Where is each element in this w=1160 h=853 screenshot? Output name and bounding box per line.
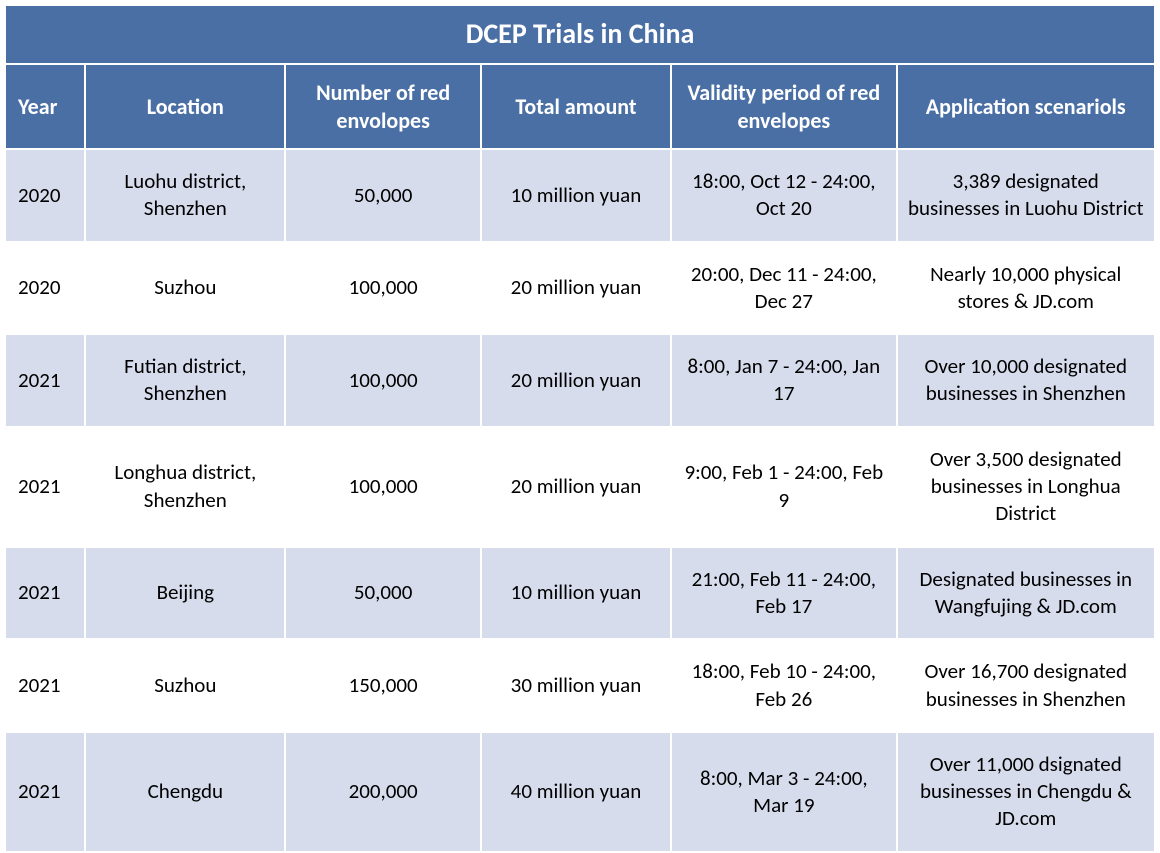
cell-year: 2021 <box>5 427 85 547</box>
cell-envelopes: 50,000 <box>285 547 480 640</box>
cell-validity: 21:00, Feb 11 - 24:00, Feb 17 <box>671 547 896 640</box>
cell-year: 2020 <box>5 242 85 335</box>
cell-scenarios: Designated businesses in Wangfujing & JD… <box>897 547 1155 640</box>
table-header-row: Year Location Number of red envolopes To… <box>5 64 1155 149</box>
cell-location: Longhua district, Shenzhen <box>85 427 285 547</box>
cell-location: Beijing <box>85 547 285 640</box>
table-title: DCEP Trials in China <box>5 5 1155 64</box>
col-header-envelopes: Number of red envolopes <box>285 64 480 149</box>
cell-year: 2021 <box>5 334 85 427</box>
cell-location: Suzhou <box>85 242 285 335</box>
col-header-scenarios: Application scenariols <box>897 64 1155 149</box>
cell-location: Suzhou <box>85 639 285 732</box>
cell-envelopes: 200,000 <box>285 732 480 852</box>
cell-amount: 30 million yuan <box>481 639 671 732</box>
table-body: 2020 Luohu district, Shenzhen 50,000 10 … <box>5 149 1155 852</box>
cell-validity: 8:00, Jan 7 - 24:00, Jan 17 <box>671 334 896 427</box>
cell-validity: 18:00, Oct 12 - 24:00, Oct 20 <box>671 149 896 242</box>
cell-location: Luohu district, Shenzhen <box>85 149 285 242</box>
cell-validity: 18:00, Feb 10 - 24:00, Feb 26 <box>671 639 896 732</box>
cell-scenarios: Nearly 10,000 physical stores & JD.com <box>897 242 1155 335</box>
cell-validity: 20:00, Dec 11 - 24:00, Dec 27 <box>671 242 896 335</box>
cell-amount: 20 million yuan <box>481 242 671 335</box>
cell-year: 2021 <box>5 639 85 732</box>
cell-validity: 9:00, Feb 1 - 24:00, Feb 9 <box>671 427 896 547</box>
table-row: 2021 Beijing 50,000 10 million yuan 21:0… <box>5 547 1155 640</box>
cell-location: Chengdu <box>85 732 285 852</box>
cell-scenarios: Over 10,000 designated businesses in She… <box>897 334 1155 427</box>
cell-envelopes: 100,000 <box>285 427 480 547</box>
cell-scenarios: Over 11,000 dsignated businesses in Chen… <box>897 732 1155 852</box>
col-header-validity: Validity period of red envelopes <box>671 64 896 149</box>
table-row: 2021 Chengdu 200,000 40 million yuan 8:0… <box>5 732 1155 852</box>
cell-year: 2021 <box>5 547 85 640</box>
cell-location: Futian district, Shenzhen <box>85 334 285 427</box>
table-row: 2020 Suzhou 100,000 20 million yuan 20:0… <box>5 242 1155 335</box>
cell-amount: 40 million yuan <box>481 732 671 852</box>
cell-amount: 20 million yuan <box>481 427 671 547</box>
table-title-row: DCEP Trials in China <box>5 5 1155 64</box>
dcep-trials-table: DCEP Trials in China Year Location Numbe… <box>4 4 1156 853</box>
col-header-year: Year <box>5 64 85 149</box>
table-row: 2021 Longhua district, Shenzhen 100,000 … <box>5 427 1155 547</box>
table-row: 2021 Futian district, Shenzhen 100,000 2… <box>5 334 1155 427</box>
cell-year: 2020 <box>5 149 85 242</box>
cell-envelopes: 100,000 <box>285 334 480 427</box>
cell-envelopes: 100,000 <box>285 242 480 335</box>
cell-envelopes: 50,000 <box>285 149 480 242</box>
cell-scenarios: Over 16,700 designated businesses in She… <box>897 639 1155 732</box>
cell-amount: 10 million yuan <box>481 149 671 242</box>
col-header-amount: Total amount <box>481 64 671 149</box>
cell-validity: 8:00, Mar 3 - 24:00, Mar 19 <box>671 732 896 852</box>
table-row: 2020 Luohu district, Shenzhen 50,000 10 … <box>5 149 1155 242</box>
col-header-location: Location <box>85 64 285 149</box>
cell-amount: 20 million yuan <box>481 334 671 427</box>
cell-envelopes: 150,000 <box>285 639 480 732</box>
cell-scenarios: Over 3,500 designated businesses in Long… <box>897 427 1155 547</box>
cell-year: 2021 <box>5 732 85 852</box>
cell-amount: 10 million yuan <box>481 547 671 640</box>
cell-scenarios: 3,389 designated businesses in Luohu Dis… <box>897 149 1155 242</box>
table-row: 2021 Suzhou 150,000 30 million yuan 18:0… <box>5 639 1155 732</box>
